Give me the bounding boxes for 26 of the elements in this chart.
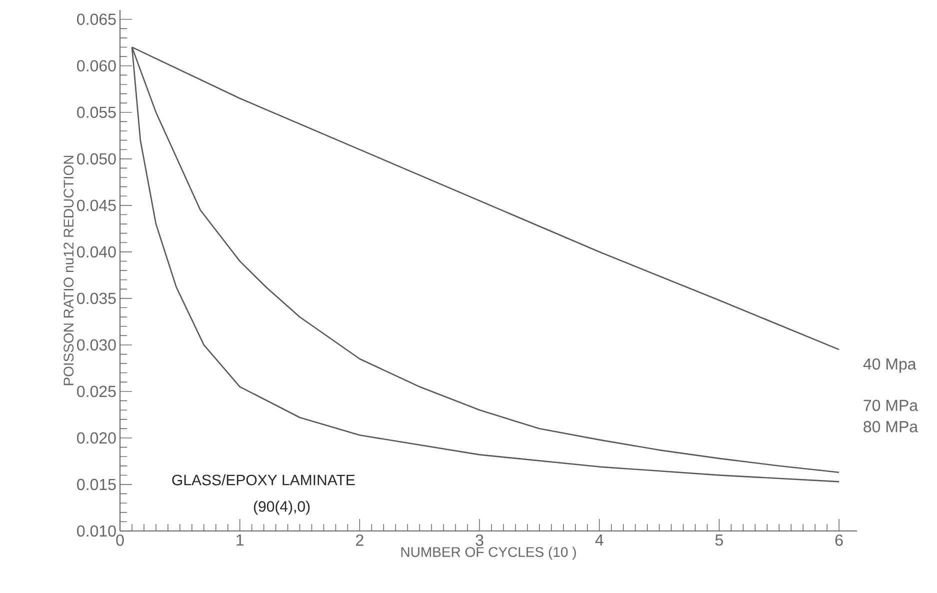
y-tick-label: 0.030: [77, 339, 116, 351]
y-tick-label: 0.060: [77, 60, 116, 72]
x-tick-label: 3: [476, 534, 484, 546]
x-axis-title: NUMBER OF CYCLES (10 ): [401, 546, 576, 560]
x-tick-label: 2: [356, 534, 364, 546]
x-tick-label: 5: [715, 534, 723, 546]
x-tick-label: 1: [236, 534, 244, 546]
y-tick-label: 0.035: [77, 292, 116, 304]
y-tick-label: 0.020: [77, 432, 116, 444]
y-tick-label: 0.045: [77, 200, 116, 212]
annotation: (90(4),0): [254, 500, 310, 515]
y-tick-label: 0.055: [77, 106, 116, 118]
y-tick-label: 0.010: [77, 525, 116, 537]
text: 70 MPa: [864, 400, 918, 412]
x-tick-label: 6: [835, 534, 843, 546]
y-tick-label: 0.050: [77, 153, 116, 165]
y-tick-label: 0.025: [77, 386, 116, 398]
y-tick-label: 0.015: [77, 478, 116, 490]
y-tick-label: 0.065: [77, 14, 116, 25]
text: 80 MPa: [864, 421, 918, 432]
x-tick-label: 0: [116, 534, 124, 546]
annotation: GLASS/EPOXY LAMINATE: [172, 474, 355, 486]
x-tick-label: 4: [595, 534, 604, 546]
series-label: 40 Mpa: [863, 358, 916, 373]
y-tick-label: 0.040: [77, 246, 116, 258]
y-axis-title: POISSON RATIO nu12 REDUCTION: [64, 156, 74, 386]
